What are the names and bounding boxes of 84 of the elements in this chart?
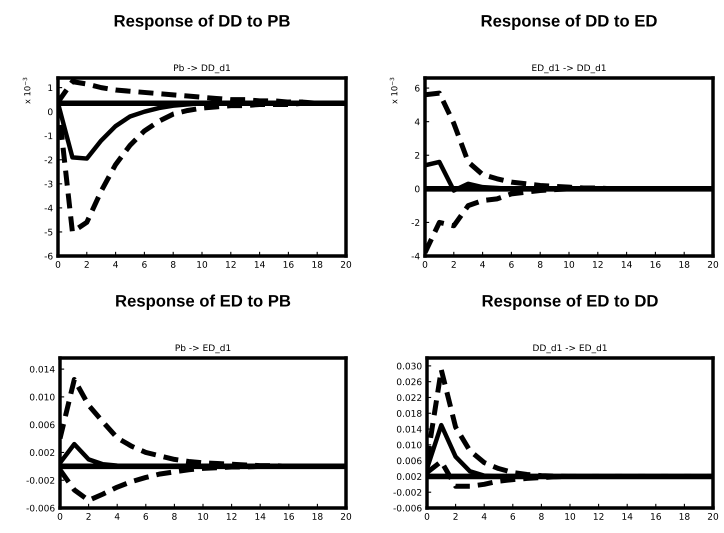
x-tick-label: 20 <box>340 261 352 268</box>
y-tick-label: -1 <box>44 132 52 140</box>
x-tick-label: 4 <box>114 513 120 520</box>
x-tick-label: 0 <box>56 261 60 268</box>
x-tick-label: 0 <box>58 513 62 520</box>
y-tick-label: 0 <box>48 108 53 116</box>
x-tick-label: 14 <box>254 261 265 268</box>
x-tick-label: 10 <box>198 513 208 520</box>
x-tick-label: 2 <box>86 513 91 520</box>
y-tick-label: 0.010 <box>396 442 422 448</box>
y-tick-label: 0.010 <box>30 394 55 400</box>
x-tick-label: 14 <box>622 513 632 520</box>
y-tick-label: -2 <box>412 219 420 226</box>
y-tick-label: -0.006 <box>393 504 422 512</box>
y-tick-label: 0 <box>414 186 420 192</box>
x-tick-label: 2 <box>453 513 458 520</box>
y-tick-label: -0.006 <box>26 504 55 512</box>
y-tick-label: 0.014 <box>396 426 422 433</box>
y-tick-label: 0.022 <box>396 394 422 402</box>
x-tick-label: 16 <box>650 261 661 268</box>
y-tick-label: -2 <box>44 156 52 164</box>
x-tick-label: 4 <box>482 513 487 520</box>
x-tick-label: 20 <box>708 513 718 520</box>
x-tick-label: 0 <box>424 513 430 520</box>
x-tick-label: 12 <box>594 513 604 520</box>
x-tick-label: 4 <box>480 261 485 268</box>
x-tick-label: 18 <box>312 261 322 268</box>
x-tick-label: 8 <box>538 261 542 268</box>
y-axis-title: x 10$^{−3}$ <box>390 78 398 104</box>
y-tick-label: -0.002 <box>26 476 54 484</box>
chart-subtitle: DD_d1 -> ED_d1 <box>533 344 607 354</box>
x-tick-label: 14 <box>622 261 632 268</box>
chart-title: Response of ED to DD <box>482 294 658 310</box>
y-tick-label: 0.018 <box>396 410 422 417</box>
chart-subtitle: Pb -> DD_d1 <box>174 64 230 74</box>
chart-subtitle: ED_d1 -> DD_d1 <box>532 64 606 74</box>
x-tick-label: 16 <box>284 513 294 520</box>
y-tick-label: 2 <box>415 152 420 159</box>
x-tick-label: 2 <box>84 261 89 268</box>
x-tick-label: 6 <box>144 513 148 520</box>
x-tick-label: 8 <box>539 513 544 520</box>
x-tick-label: 2 <box>452 261 456 268</box>
x-tick-label: 10 <box>564 261 574 268</box>
x-tick-label: 20 <box>708 261 718 268</box>
chart-subtitle: Pb -> ED_d1 <box>176 344 230 354</box>
x-tick-label: 12 <box>593 261 603 268</box>
y-tick-label: -4 <box>412 252 420 260</box>
x-tick-label: 18 <box>312 513 323 520</box>
chart-title: Response of DD to ED <box>482 14 657 30</box>
x-tick-label: 10 <box>565 513 576 520</box>
x-tick-label: 0 <box>422 261 428 268</box>
x-tick-label: 18 <box>679 261 690 268</box>
x-tick-label: 18 <box>680 513 690 520</box>
y-tick-label: -5 <box>44 228 52 236</box>
x-tick-label: 4 <box>113 261 118 268</box>
x-tick-label: 14 <box>255 513 266 520</box>
y-tick-label: -4 <box>44 204 53 212</box>
x-tick-label: 8 <box>172 513 177 520</box>
chart-title: Response of ED to PB <box>116 294 290 310</box>
y-tick-label: 0.006 <box>30 421 55 428</box>
y-tick-label: 0.002 <box>30 449 54 456</box>
y-tick-label: 0.026 <box>396 378 422 386</box>
y-axis-title: x 10$^{−3}$ <box>22 78 30 104</box>
y-tick-label: 0.006 <box>396 457 422 464</box>
x-tick-label: 6 <box>509 261 514 268</box>
y-tick-label: 0.030 <box>396 362 422 370</box>
y-tick-label: -6 <box>44 252 53 260</box>
chart-title: Response of DD to PB <box>114 14 290 30</box>
x-tick-label: 16 <box>651 513 661 520</box>
y-tick-label: -3 <box>44 180 52 188</box>
x-tick-label: 16 <box>284 261 294 268</box>
x-tick-label: 8 <box>170 261 176 268</box>
x-tick-label: 10 <box>197 261 208 268</box>
y-tick-label: 0.014 <box>30 366 55 373</box>
y-tick-label: 6 <box>415 84 420 92</box>
y-tick-label: 4 <box>414 118 420 126</box>
x-tick-label: 12 <box>226 261 236 268</box>
x-tick-label: 6 <box>142 261 147 268</box>
x-tick-label: 12 <box>226 513 236 520</box>
y-tick-label: -0.002 <box>393 488 422 496</box>
x-tick-label: 20 <box>340 513 352 520</box>
y-tick-label: 0.002 <box>396 473 422 480</box>
x-tick-label: 6 <box>510 513 516 520</box>
y-tick-label: 1 <box>48 84 52 92</box>
